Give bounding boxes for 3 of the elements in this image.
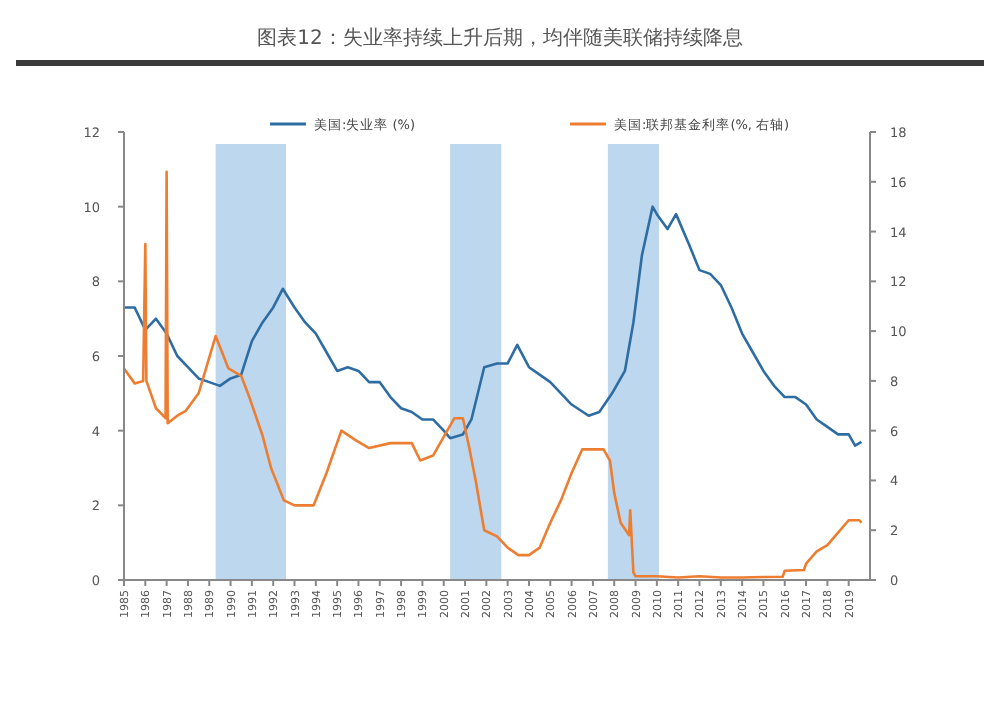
chart-title: 图表12：失业率持续上升后期，均伴随美联储持续降息 [257, 26, 743, 50]
line-series [122, 170, 863, 579]
line-series [122, 205, 863, 447]
